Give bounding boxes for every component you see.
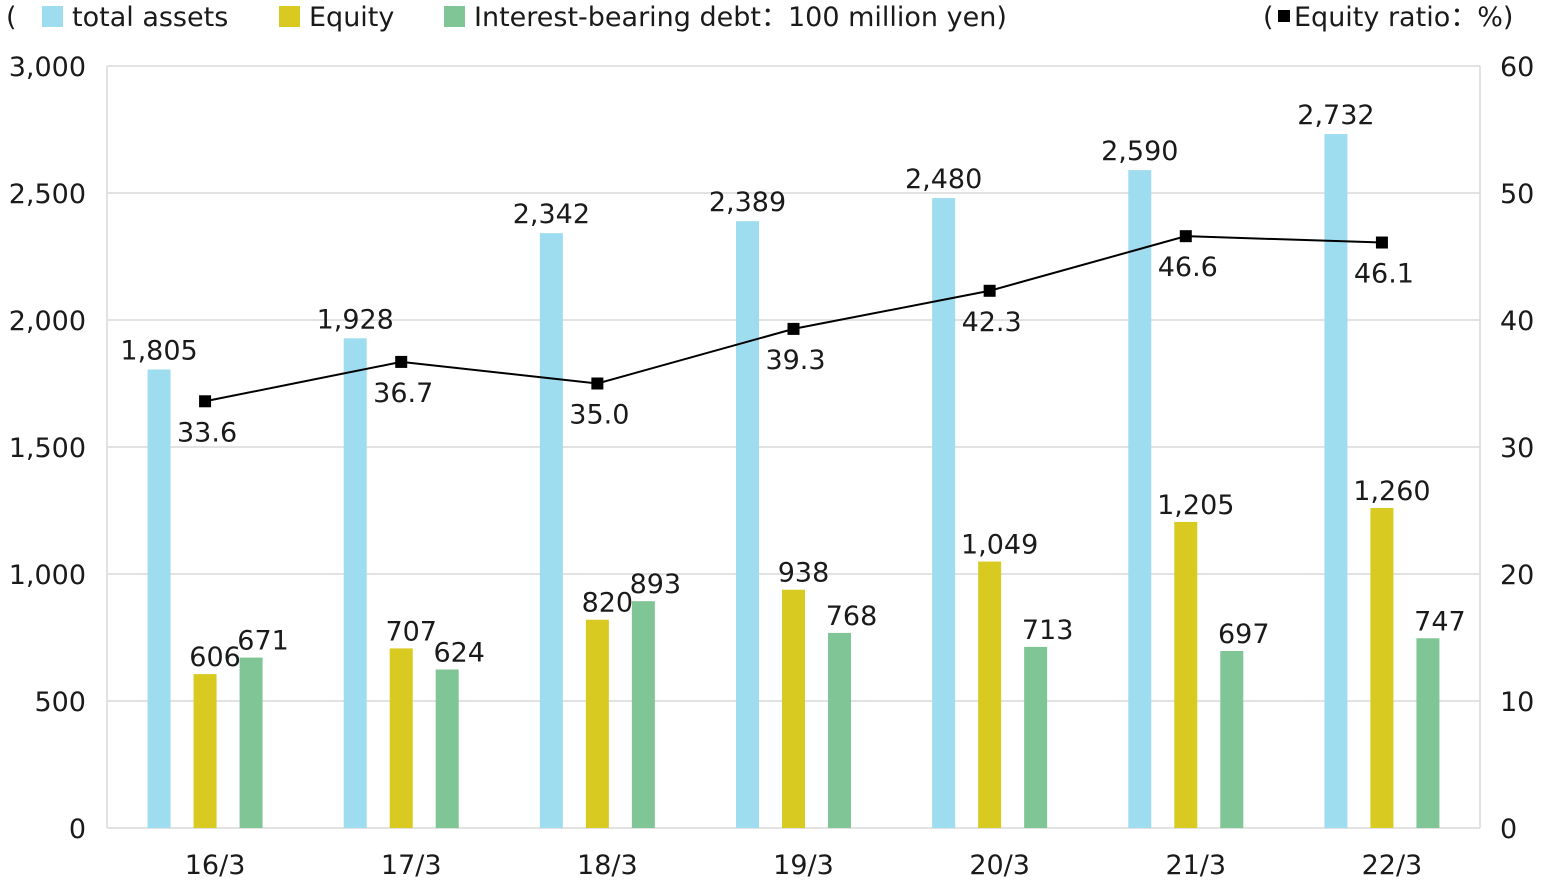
bar-0-0 [147, 369, 171, 828]
bar-0-4 [932, 198, 956, 828]
bar-1-4 [978, 561, 1002, 828]
equity-ratio-marker-4 [983, 284, 996, 297]
bar-1-0 [193, 674, 217, 828]
legend-swatch-0 [42, 6, 63, 27]
bar-2-3 [828, 632, 851, 828]
y-right-tick-6: 60 [1500, 52, 1534, 83]
y-left-tick-6: 3,000 [9, 52, 86, 83]
bar-label-2-2: 893 [630, 569, 682, 600]
equity-ratio-marker-0 [199, 395, 212, 408]
equity-ratio-label-4: 42.3 [962, 307, 1022, 338]
bar-0-5 [1128, 170, 1152, 828]
bar-0-1 [343, 338, 367, 828]
x-tick-3: 19/3 [773, 850, 834, 881]
bars [147, 134, 1440, 829]
bar-label-0-5: 2,590 [1101, 136, 1178, 167]
equity-ratio-label-2: 35.0 [569, 400, 629, 431]
legend-right-open-paren: ( [1263, 2, 1274, 33]
bar-2-0 [239, 657, 263, 828]
y-left-tick-0: 0 [69, 814, 86, 845]
bar-label-0-0: 1,805 [120, 336, 197, 367]
legend-swatch-2 [444, 6, 465, 27]
bar-label-1-1: 707 [385, 616, 437, 647]
y-right-tick-5: 50 [1500, 179, 1534, 210]
bar-1-5 [1174, 521, 1198, 828]
equity-ratio-label-6: 46.1 [1354, 259, 1414, 290]
y-right-tick-2: 20 [1500, 560, 1534, 591]
x-tick-6: 22/3 [1362, 850, 1423, 881]
y-right-tick-0: 0 [1500, 814, 1517, 845]
bar-label-2-4: 713 [1022, 615, 1074, 646]
equity-ratio-label-1: 36.7 [373, 378, 433, 409]
bar-0-6 [1324, 134, 1348, 828]
bar-label-2-3: 768 [826, 601, 878, 632]
bar-label-1-3: 938 [778, 558, 830, 589]
equity-ratio-marker-6 [1375, 236, 1388, 249]
bar-1-3 [782, 589, 805, 828]
bar-label-2-5: 697 [1218, 619, 1270, 650]
bar-label-1-5: 1,205 [1157, 490, 1234, 521]
bar-2-4 [1024, 646, 1048, 828]
equity-ratio-marker-1 [395, 355, 408, 368]
equity-ratio-marker-5 [1179, 230, 1192, 243]
bar-label-2-0: 671 [237, 626, 289, 657]
x-tick-5: 21/3 [1165, 850, 1226, 881]
legend-open-paren: ( [6, 2, 17, 33]
bar-label-1-2: 820 [582, 588, 634, 619]
equity-ratio-marker-3 [787, 322, 800, 335]
legend-swatch-1 [279, 6, 300, 27]
bar-label-0-4: 2,480 [905, 164, 982, 195]
y-right-tick-3: 30 [1500, 433, 1534, 464]
bar-2-6 [1416, 638, 1440, 828]
legend-label-1: Equity [309, 2, 394, 33]
bar-2-2 [631, 601, 655, 828]
legend: ( total assets Equity Interest-bearing deb… [6, 2, 1513, 33]
bar-label-2-1: 624 [433, 638, 485, 669]
bar-label-2-6: 747 [1414, 606, 1466, 637]
y-left-tick-2: 1,000 [9, 560, 86, 591]
x-tick-0: 16/3 [185, 850, 246, 881]
axes: 0 500 1,000 1,500 2,000 2,500 3,000 0 10 20 30 40 50… [9, 52, 1535, 881]
legend-label-2: Interest-bearing debt：100 million yen) [474, 2, 1007, 33]
bar-1-1 [389, 648, 413, 828]
y-left-tick-1: 500 [34, 687, 86, 718]
y-right-tick-1: 10 [1500, 687, 1534, 718]
bar-label-1-0: 606 [189, 642, 241, 673]
y-left-tick-5: 2,500 [9, 179, 86, 210]
x-tick-1: 17/3 [381, 850, 442, 881]
bar-label-0-6: 2,732 [1297, 100, 1374, 131]
bar-2-1 [435, 669, 459, 828]
legend-equity-ratio-label: Equity ratio：%) [1294, 2, 1513, 33]
x-tick-2: 18/3 [577, 850, 638, 881]
equity-ratio-marker-2 [591, 377, 604, 390]
bar-0-3 [736, 221, 759, 829]
bar-label-0-3: 2,389 [709, 187, 786, 218]
bar-label-0-2: 2,342 [513, 199, 590, 230]
y-left-tick-4: 2,000 [9, 306, 86, 337]
bar-2-5 [1220, 650, 1244, 828]
y-left-tick-3: 1,500 [9, 433, 86, 464]
bar-label-1-4: 1,049 [961, 530, 1038, 561]
equity-ratio-label-3: 39.3 [765, 345, 825, 376]
gridlines [106, 65, 1481, 829]
bar-label-0-1: 1,928 [317, 304, 394, 335]
legend-equity-ratio-marker [1278, 10, 1290, 22]
bar-0-2 [539, 233, 563, 828]
equity-ratio-line [199, 230, 1388, 408]
bar-label-1-6: 1,260 [1353, 476, 1430, 507]
equity-ratio-label-5: 46.6 [1158, 252, 1218, 283]
y-right-tick-4: 40 [1500, 306, 1534, 337]
equity-ratio-label-0: 33.6 [177, 417, 237, 448]
legend-label-0: total assets [72, 2, 228, 33]
bar-1-6 [1370, 507, 1394, 828]
x-tick-4: 20/3 [969, 850, 1030, 881]
bar-1-2 [585, 619, 609, 828]
